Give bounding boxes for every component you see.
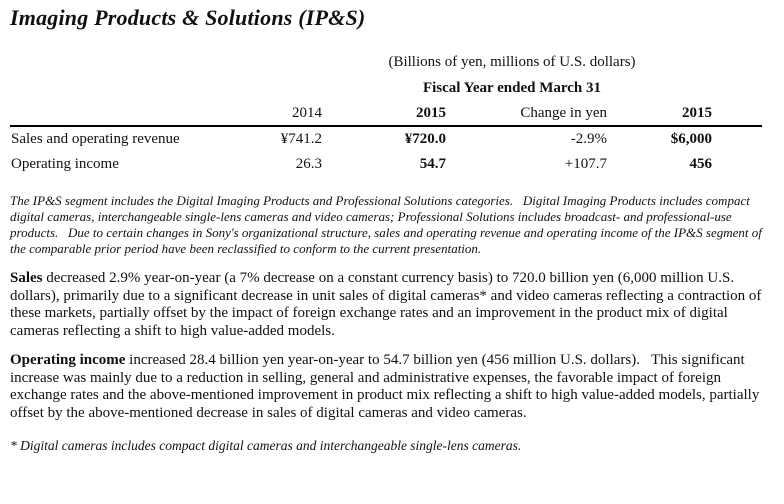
col-header-usd2015: 2015 (607, 102, 762, 127)
page-title: Imaging Products & Solutions (IP&S) (10, 5, 366, 30)
row-label-operating-income: Operating income (11, 156, 119, 172)
cell-opinc-fy2015: 54.7 (419, 156, 446, 172)
digital-cameras-footnote: * Digital cameras includes compact digit… (10, 438, 522, 453)
operating-income-paragraph-body: increased 28.4 billion yen year-on-year … (10, 352, 764, 421)
row-label-sales-revenue: Sales and operating revenue (11, 131, 180, 147)
table-row-operating-income: Operating income 26.3 54.7 +107.7 456 (10, 152, 762, 177)
col-header-fy2015: 2015 (322, 102, 446, 127)
sales-paragraph-lead: Sales (10, 270, 43, 286)
operating-income-paragraph: Operating income increased 28.4 billion … (10, 352, 770, 422)
cell-sales-fy2014: ¥741.2 (280, 131, 322, 147)
financial-results-table: 2014 2015 Change in yen 2015 Sales and o… (10, 102, 762, 177)
col-header-change-in-yen: Change in yen (446, 102, 607, 127)
cell-sales-change: -2.9% (570, 131, 607, 147)
sales-paragraph: Sales decreased 2.9% year-on-year (a 7% … (10, 270, 770, 340)
segment-description-note: The IP&S segment includes the Digital Im… (10, 193, 766, 256)
fiscal-year-header: Fiscal Year ended March 31 (422, 80, 602, 96)
cell-opinc-change: +107.7 (564, 156, 607, 172)
table-row-sales-revenue: Sales and operating revenue ¥741.2 ¥720.… (10, 126, 762, 152)
col-header-empty (10, 102, 250, 127)
operating-income-paragraph-lead: Operating income (10, 352, 126, 368)
sales-paragraph-body: decreased 2.9% year-on-year (a 7% decrea… (10, 270, 766, 339)
units-note: (Billions of yen, millions of U.S. dolla… (388, 54, 636, 70)
table-header-row: 2014 2015 Change in yen 2015 (10, 102, 762, 127)
cell-opinc-fy2014: 26.3 (295, 156, 322, 172)
cell-sales-usd2015: $6,000 (670, 131, 712, 147)
cell-sales-fy2015: ¥720.0 (404, 131, 446, 147)
table-header-notes: (Billions of yen, millions of U.S. dolla… (262, 54, 762, 97)
cell-opinc-usd2015: 456 (689, 156, 713, 172)
col-header-fy2014: 2014 (250, 102, 322, 127)
